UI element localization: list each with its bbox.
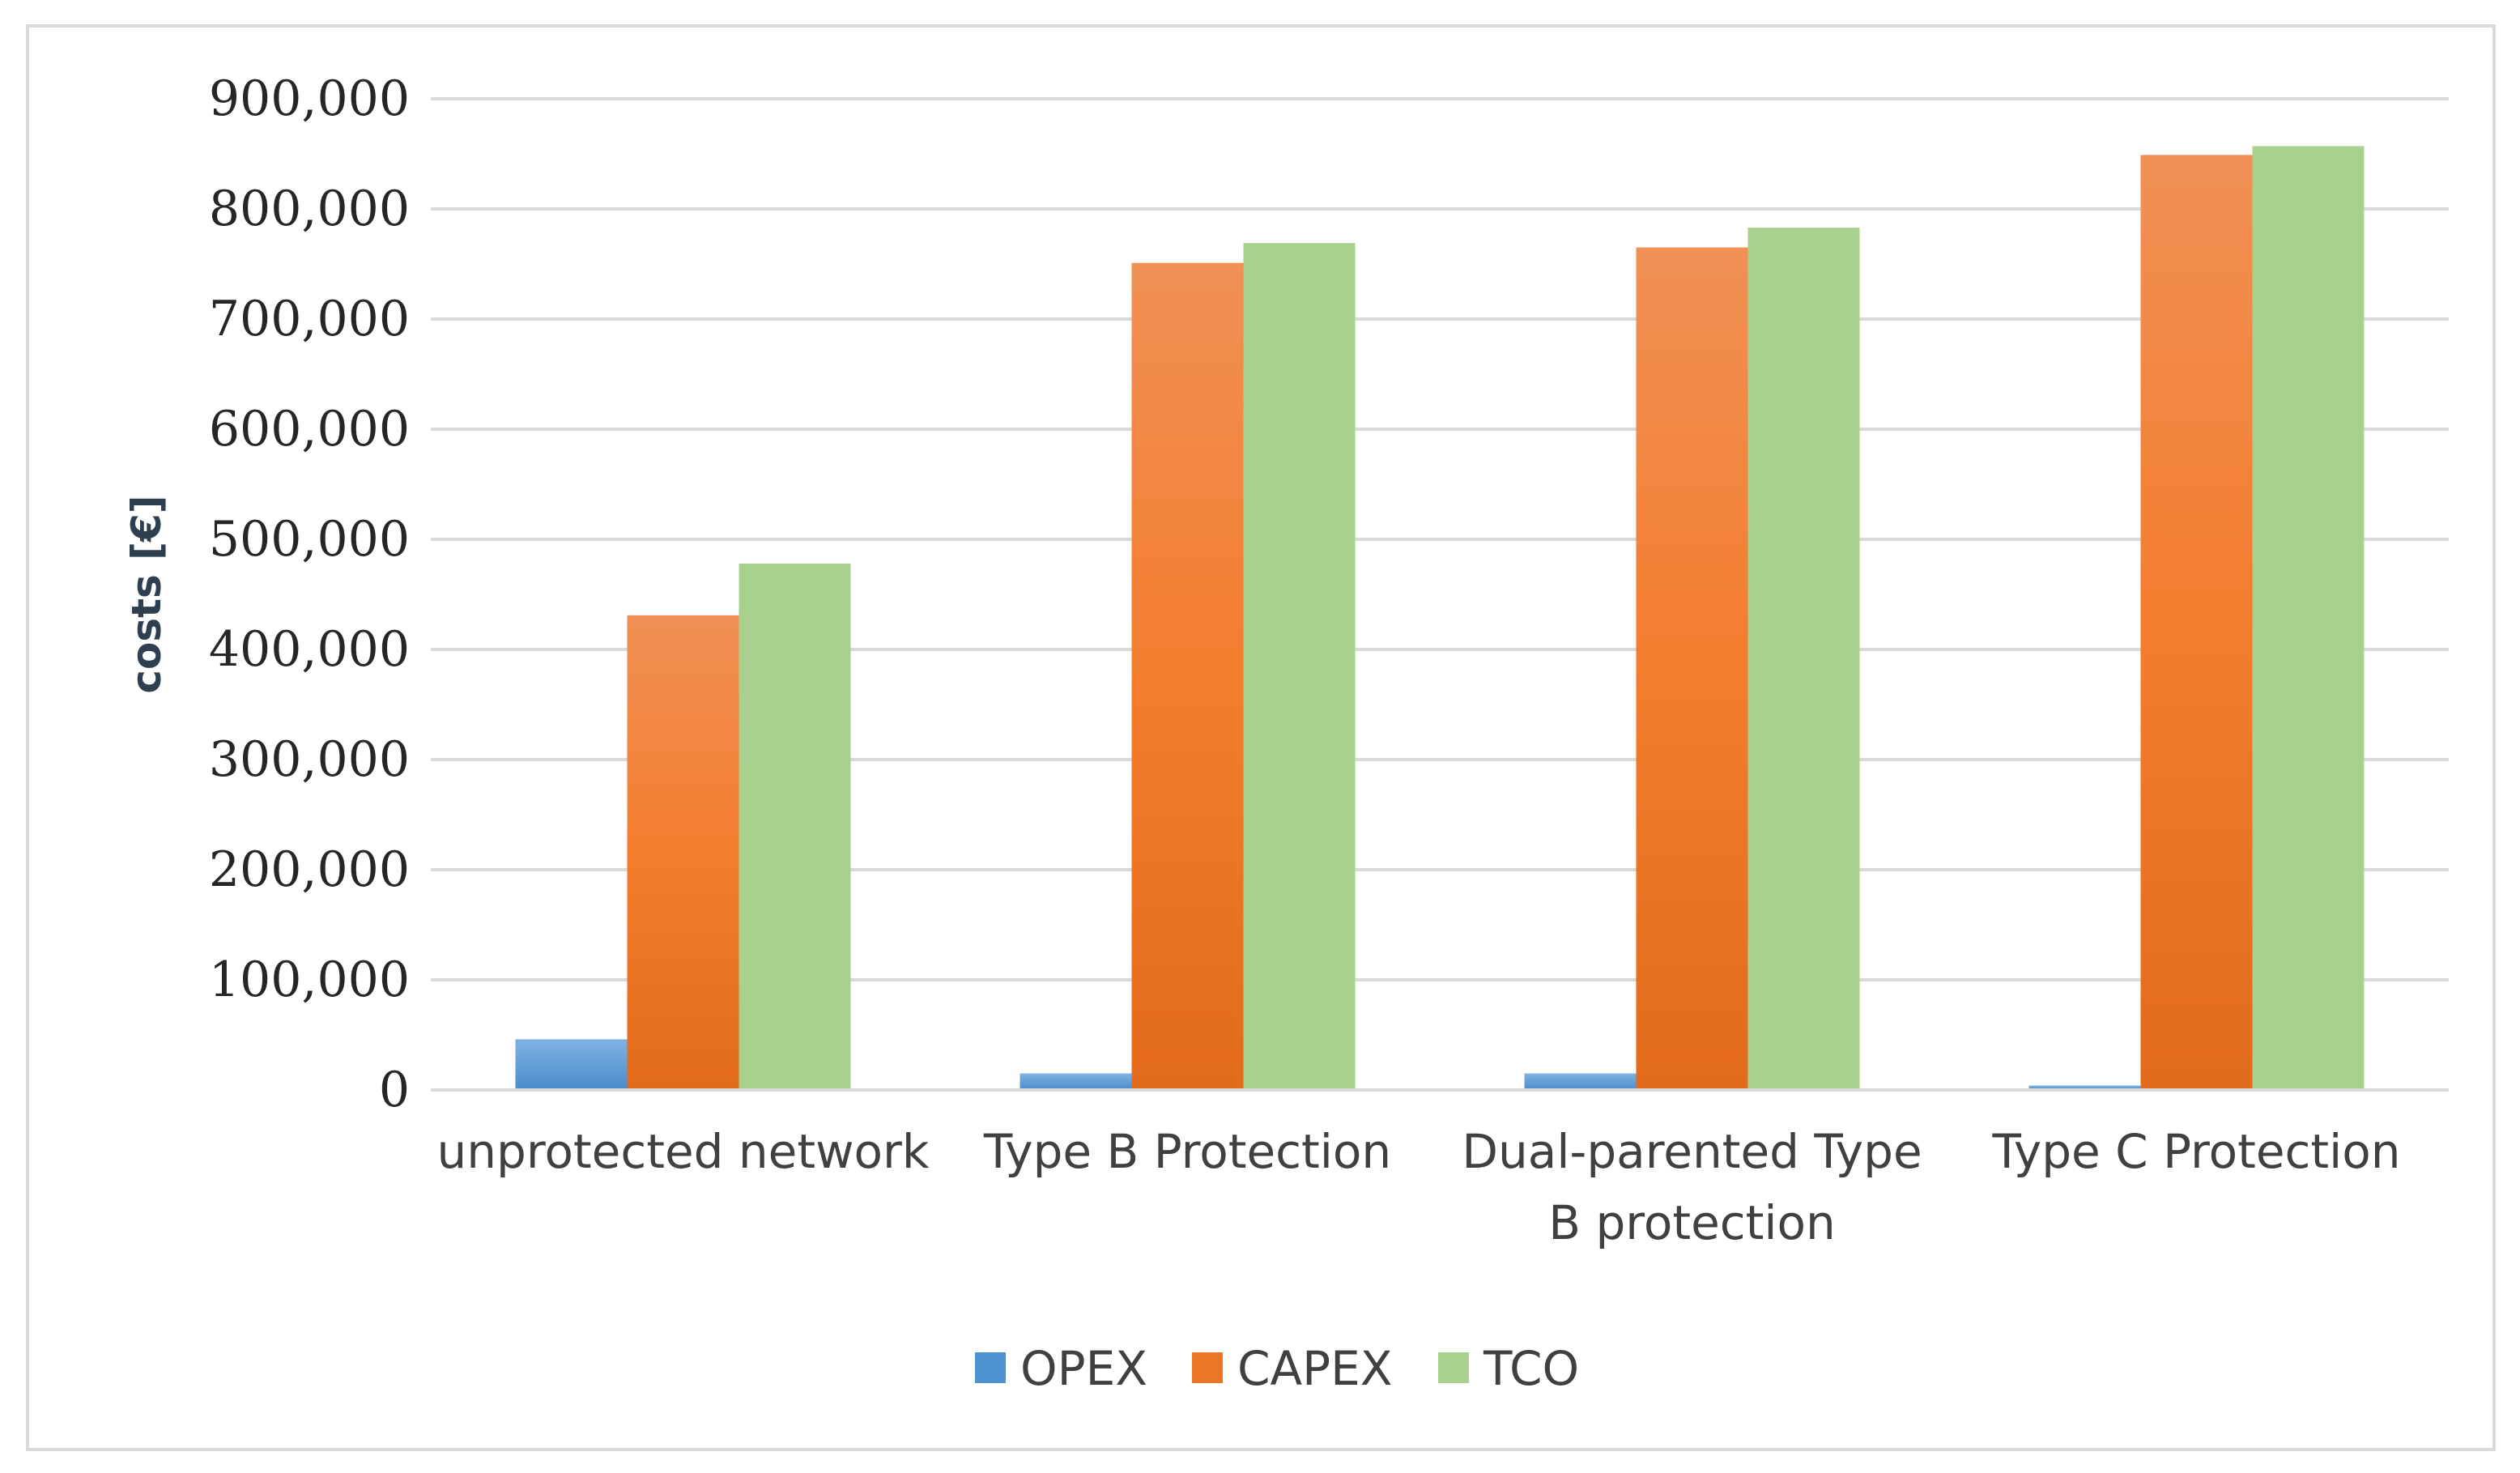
bar-opex-1 bbox=[1019, 1073, 1132, 1090]
bar-opex-3 bbox=[2028, 1085, 2141, 1090]
y-axis-tick-labels: 0 100,000 200,000 300,000 400,000 500,000 600,… bbox=[209, 70, 410, 1118]
bar-tco-1 bbox=[1243, 243, 1356, 1090]
x-category-label: Type B Protection bbox=[983, 1124, 1391, 1179]
bar-tco-3 bbox=[2252, 146, 2365, 1091]
legend: OPEX CAPEX TCO bbox=[975, 1341, 1579, 1396]
y-axis-title: costs [€] bbox=[123, 495, 170, 693]
y-tick-label: 0 bbox=[379, 1062, 410, 1118]
bar-tco-2 bbox=[1747, 228, 1860, 1090]
legend-swatch-opex bbox=[975, 1352, 1006, 1383]
x-category-label: unprotected network bbox=[437, 1124, 930, 1179]
chart-frame: 0 100,000 200,000 300,000 400,000 500,000 600,… bbox=[26, 24, 2496, 1451]
y-tick-label: 900,000 bbox=[209, 70, 410, 127]
y-tick-label: 300,000 bbox=[209, 731, 410, 788]
bar-opex-0 bbox=[515, 1039, 628, 1090]
bars bbox=[515, 146, 2365, 1091]
legend-label-capex: CAPEX bbox=[1237, 1341, 1393, 1396]
x-category-label: B protection bbox=[1548, 1195, 1836, 1250]
x-category-label: Type C Protection bbox=[1991, 1124, 2400, 1179]
y-tick-label: 600,000 bbox=[209, 401, 410, 458]
y-tick-label: 400,000 bbox=[209, 621, 410, 678]
legend-label-opex: OPEX bbox=[1020, 1341, 1147, 1396]
x-category-label: Dual-parented Type bbox=[1462, 1124, 1922, 1179]
y-tick-label: 500,000 bbox=[209, 511, 410, 568]
legend-label-tco: TCO bbox=[1483, 1341, 1579, 1396]
bar-chart: 0 100,000 200,000 300,000 400,000 500,000 600,… bbox=[123, 70, 2449, 1396]
bar-capex-2 bbox=[1636, 247, 1748, 1091]
y-tick-label: 800,000 bbox=[209, 181, 410, 237]
bar-capex-1 bbox=[1131, 262, 1244, 1090]
bar-tco-0 bbox=[739, 563, 851, 1090]
y-tick-label: 100,000 bbox=[209, 951, 410, 1008]
legend-swatch-tco bbox=[1438, 1352, 1469, 1383]
legend-swatch-capex bbox=[1192, 1352, 1223, 1383]
x-axis-category-labels: unprotected network Type B Protection Dual… bbox=[437, 1124, 2401, 1250]
bar-capex-0 bbox=[627, 615, 739, 1090]
bar-capex-3 bbox=[2140, 155, 2253, 1091]
bar-opex-2 bbox=[1524, 1073, 1637, 1090]
y-tick-label: 200,000 bbox=[209, 841, 410, 898]
y-tick-label: 700,000 bbox=[209, 291, 410, 347]
